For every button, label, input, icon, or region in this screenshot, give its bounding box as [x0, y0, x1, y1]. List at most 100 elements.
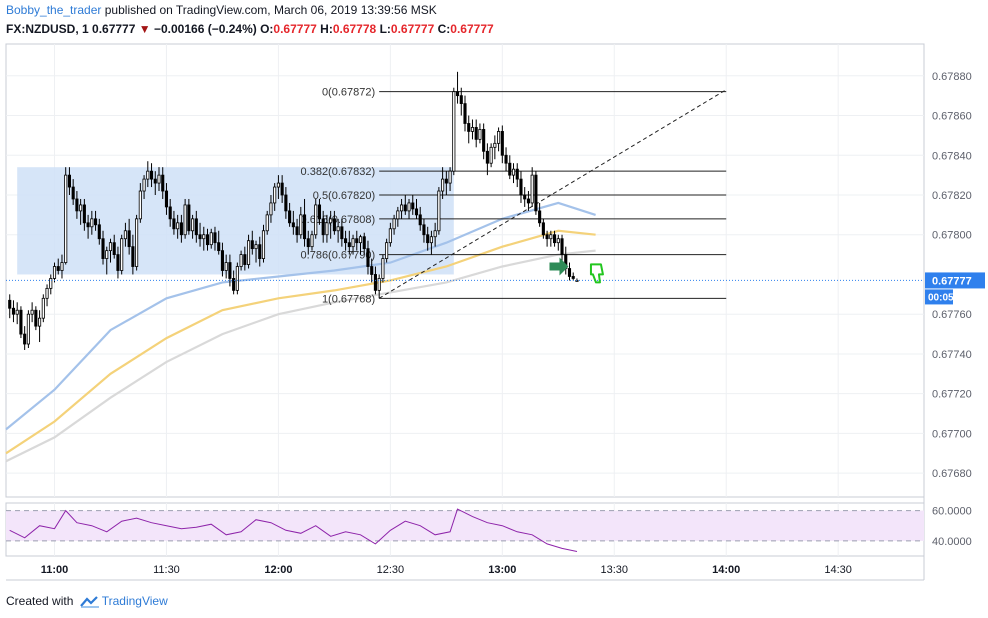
created-with-text: Created with [6, 594, 74, 608]
low-value: 0.67777 [390, 22, 435, 36]
moving-average-line [5, 201, 596, 431]
candle-body [336, 226, 340, 232]
candle-body [347, 242, 351, 248]
rsi-axis-label: 40.0000 [932, 536, 972, 548]
price-axis-label: 0.67720 [932, 389, 972, 401]
price-axis-label: 0.67680 [932, 468, 972, 480]
candle-body [549, 234, 553, 240]
high-value: 0.67778 [332, 22, 377, 36]
candle-body [64, 174, 68, 263]
candle-body [474, 127, 478, 140]
candle-body [545, 234, 549, 240]
candle-body [97, 224, 101, 240]
candle-body [332, 218, 336, 232]
candle-body [426, 234, 430, 244]
candle-body [467, 123, 471, 132]
candle-body [385, 242, 389, 259]
candle-body [306, 238, 310, 248]
fib-level-label: 0(0.67872) [322, 87, 375, 99]
candle-body [280, 182, 284, 196]
candle-body [519, 178, 523, 196]
candle-body [243, 254, 247, 265]
time-axis-label: 12:00 [264, 564, 292, 576]
price-axis-label: 0.67860 [932, 111, 972, 123]
fib-level-label: 0.382(0.67832) [301, 166, 376, 178]
candle-body [452, 91, 456, 172]
candle-body [157, 174, 161, 184]
candle-body [179, 222, 183, 236]
candle-body [247, 240, 251, 265]
candle-body [295, 226, 299, 236]
candle-body [213, 232, 217, 244]
candle-body [49, 278, 53, 289]
candle-body [60, 262, 64, 271]
candle-body [131, 246, 135, 267]
candle-body [560, 238, 564, 256]
candle-body [429, 236, 433, 244]
candle-body [317, 204, 322, 220]
candle-body [187, 204, 191, 232]
candle-body [500, 131, 504, 156]
candle-body [258, 244, 262, 259]
candle-body [194, 218, 198, 236]
candle-body [291, 222, 295, 228]
candle-body [30, 309, 34, 315]
candle-body [273, 186, 277, 204]
candle-body [41, 297, 45, 319]
candle-body [411, 202, 415, 210]
candle-body [191, 218, 195, 232]
candle-body [265, 214, 269, 232]
candle-body [556, 238, 560, 244]
candle-body [153, 178, 157, 184]
candle-body [497, 131, 501, 144]
candle-body [567, 268, 572, 277]
candle-body [209, 232, 213, 246]
candle-body [314, 204, 318, 236]
candle-body [217, 242, 221, 252]
last-price: 0.67777 [92, 22, 136, 36]
time-axis-label: 13:00 [488, 564, 516, 576]
candle-body [108, 242, 113, 252]
candle-body [228, 262, 232, 279]
time-axis-label: 11:30 [153, 564, 180, 576]
candle-body [105, 250, 109, 259]
candle-body [329, 218, 333, 224]
open-label: O: [260, 22, 274, 36]
thumbs-down-shape [589, 263, 604, 284]
candle-body [321, 218, 325, 236]
candle-body [269, 202, 273, 216]
candle-body [198, 234, 202, 240]
author-link[interactable]: Bobby_the_trader [6, 3, 102, 17]
candle-body [538, 210, 542, 224]
countdown-label: 00:05 [928, 292, 954, 303]
candle-body [116, 254, 120, 271]
candle-body [310, 234, 314, 248]
open-value: 0.67777 [273, 22, 317, 36]
down-arrow-icon: ▼ [138, 22, 151, 36]
candle-body [530, 174, 534, 204]
price-axis-label: 0.67820 [932, 190, 972, 202]
candle-body [254, 244, 258, 250]
fib-level-label: 0.786(0.67790) [301, 250, 376, 262]
candle-body [433, 230, 437, 238]
candle-body [414, 208, 419, 216]
candle-body [11, 307, 16, 315]
candle-body [26, 313, 30, 345]
close-value: 0.67777 [450, 22, 494, 36]
candle-body [381, 258, 385, 279]
candle-body [146, 170, 150, 180]
tradingview-link[interactable]: TradingView [101, 594, 168, 608]
candle-body [400, 204, 404, 212]
candle-body [455, 91, 460, 97]
candle-body [284, 194, 288, 212]
candle-body [351, 238, 355, 248]
candle-body [571, 276, 575, 279]
candle-body [437, 190, 441, 232]
candle-body [202, 234, 206, 240]
rsi-band-fill [6, 510, 924, 541]
candle-body [526, 198, 530, 204]
candle-body [344, 238, 348, 244]
candle-body [482, 129, 486, 152]
candle-body [90, 218, 94, 228]
